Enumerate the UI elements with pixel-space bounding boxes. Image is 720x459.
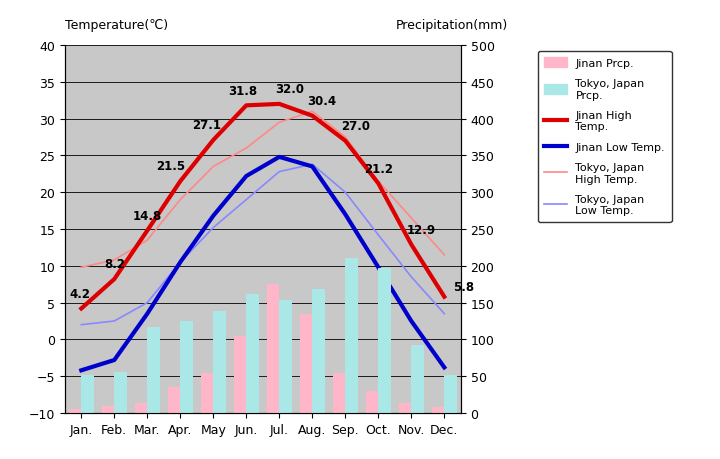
Bar <box>300 314 312 413</box>
Bar <box>213 312 226 413</box>
Bar <box>180 321 193 413</box>
Bar <box>266 285 279 413</box>
Text: 4.2: 4.2 <box>69 287 90 300</box>
Bar <box>168 387 180 413</box>
Bar <box>114 372 127 413</box>
Bar <box>135 403 148 413</box>
Bar <box>366 391 378 413</box>
Text: Precipitation(mm): Precipitation(mm) <box>396 19 508 32</box>
Text: 27.0: 27.0 <box>341 120 369 133</box>
Bar <box>444 375 457 413</box>
Bar <box>68 409 81 413</box>
Bar <box>346 259 358 413</box>
Text: 21.2: 21.2 <box>364 162 393 175</box>
Bar <box>246 294 259 413</box>
Text: 30.4: 30.4 <box>307 95 337 107</box>
Bar <box>333 373 346 413</box>
Bar <box>378 269 391 413</box>
Bar <box>148 327 160 413</box>
Text: 12.9: 12.9 <box>407 223 436 236</box>
Bar <box>234 336 246 413</box>
Bar <box>102 406 114 413</box>
Text: 27.1: 27.1 <box>192 119 221 132</box>
Bar <box>279 300 292 413</box>
Bar <box>81 375 94 413</box>
Text: 5.8: 5.8 <box>454 280 474 293</box>
Text: 32.0: 32.0 <box>275 83 304 96</box>
Text: 21.5: 21.5 <box>156 160 185 173</box>
Bar <box>411 345 424 413</box>
Text: 8.2: 8.2 <box>104 257 125 271</box>
Legend: Jinan Prcp., Tokyo, Japan
Prcp., Jinan High
Temp., Jinan Low Temp., Tokyo, Japan: Jinan Prcp., Tokyo, Japan Prcp., Jinan H… <box>538 51 672 222</box>
Bar <box>399 403 411 413</box>
Text: 31.8: 31.8 <box>228 84 258 97</box>
Bar <box>201 373 213 413</box>
Bar <box>432 407 444 413</box>
Bar <box>312 290 325 413</box>
Text: 14.8: 14.8 <box>132 209 162 222</box>
Text: Temperature(℃): Temperature(℃) <box>65 19 168 32</box>
